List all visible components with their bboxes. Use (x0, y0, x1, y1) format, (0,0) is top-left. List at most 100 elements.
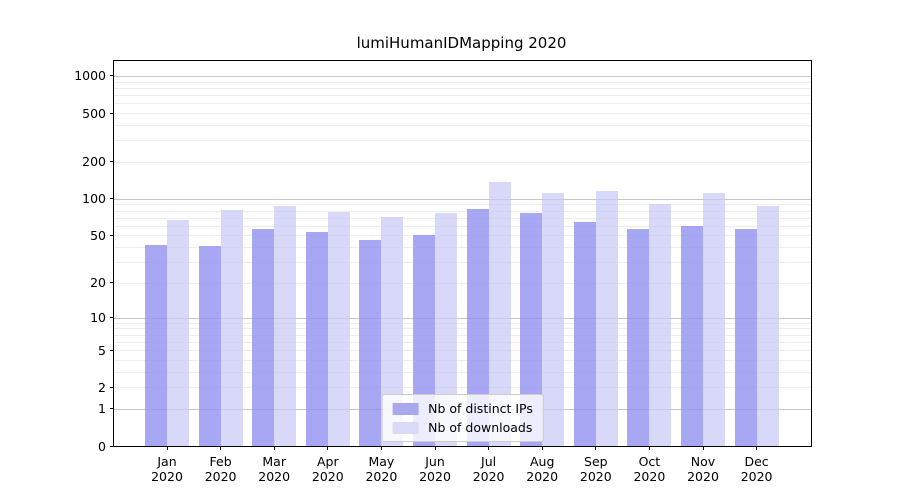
x-tick-mark (220, 446, 222, 450)
y-tick-label: 200 (82, 154, 106, 170)
minor-gridline (114, 262, 811, 264)
minor-gridline (114, 140, 811, 142)
x-tick-label: Mar 2020 (242, 454, 306, 484)
x-tick-label-year: 2020 (311, 469, 344, 484)
minor-gridline (114, 328, 811, 330)
x-tick-label-month: Feb (209, 454, 232, 469)
y-tick-mark (110, 198, 114, 200)
x-tick-mark (541, 446, 543, 450)
bar-distinct-ips-apr (305, 232, 328, 446)
x-tick-label: May 2020 (349, 454, 413, 484)
x-tick-label-year: 2020 (365, 469, 398, 484)
y-tick-label: 5 (98, 342, 106, 358)
bar-downloads-aug (542, 192, 565, 446)
bar-distinct-ips-oct (627, 229, 650, 446)
x-tick-label-month: Oct (638, 454, 661, 469)
x-tick-label-year: 2020 (633, 469, 666, 484)
minor-gridline (114, 204, 811, 206)
x-tick-mark (166, 446, 168, 450)
y-tick-mark (110, 408, 114, 410)
bar-distinct-ips-sep (573, 222, 596, 446)
minor-gridline (114, 350, 811, 351)
x-tick-label-year: 2020 (740, 469, 773, 484)
x-tick-label-month: Nov (690, 454, 716, 469)
x-tick-mark (648, 446, 650, 450)
y-tick-label: 500 (82, 105, 106, 121)
bar-downloads-oct (649, 203, 672, 446)
x-tick-label-month: Jun (425, 454, 445, 469)
y-tick-mark (110, 445, 114, 447)
y-tick-label: 0 (98, 438, 106, 454)
x-tick-mark (380, 446, 382, 450)
x-tick-label-month: Aug (529, 454, 555, 469)
x-tick-label-month: Sep (584, 454, 608, 469)
x-tick-label: Dec 2020 (725, 454, 789, 484)
y-tick-mark (110, 112, 114, 114)
x-tick-label-year: 2020 (151, 469, 183, 484)
y-tick-mark (110, 75, 114, 77)
y-tick-label: 1000 (74, 68, 106, 84)
y-tick-label: 20 (90, 275, 106, 291)
x-tick-label-year: 2020 (419, 469, 451, 484)
x-tick-label: Jul 2020 (457, 454, 521, 484)
y-tick-label: 1 (98, 401, 106, 417)
minor-gridline (114, 210, 811, 212)
x-tick-label: Oct 2020 (617, 454, 681, 484)
minor-gridline (114, 371, 811, 373)
x-tick-label-year: 2020 (526, 469, 559, 484)
bar-distinct-ips-mar (252, 228, 275, 446)
legend-item-downloads: Nb of downloads (392, 420, 533, 435)
minor-gridline (114, 341, 811, 343)
minor-gridline (114, 225, 811, 227)
bar-downloads-jan (167, 220, 189, 446)
x-tick-mark (327, 446, 329, 450)
x-tick-label-month: Mar (262, 454, 286, 469)
x-tick-mark (434, 446, 436, 450)
minor-gridline (114, 387, 811, 389)
chart-title: lumiHumanIDMapping 2020 (356, 34, 567, 52)
bar-distinct-ips-jul (466, 209, 489, 446)
legend-label-downloads: Nb of downloads (428, 420, 533, 435)
y-tick-mark (110, 317, 114, 319)
y-tick-mark (110, 234, 114, 236)
y-tick-label: 2 (98, 379, 106, 395)
x-tick-label-month: Jan (157, 454, 177, 469)
x-tick-label-month: Apr (316, 454, 339, 469)
minor-gridline (114, 322, 811, 324)
bar-downloads-jun (435, 212, 457, 446)
bar-downloads-nov (703, 192, 725, 446)
minor-gridline (114, 235, 811, 237)
legend-label-distinct-ips: Nb of distinct IPs (428, 401, 533, 416)
x-tick-label: Apr 2020 (296, 454, 360, 484)
minor-gridline (114, 124, 811, 126)
x-tick-mark (702, 446, 704, 450)
legend: Nb of distinct IPs Nb of downloads (381, 394, 544, 442)
bar-distinct-ips-aug (520, 212, 543, 446)
y-tick-mark (110, 282, 114, 284)
minor-gridline (114, 87, 811, 89)
x-tick-label: Jun 2020 (403, 454, 467, 484)
bar-downloads-sep (595, 190, 618, 446)
bar-distinct-ips-feb (198, 245, 221, 446)
bar-downloads-dec (756, 206, 779, 446)
minor-gridline (114, 81, 811, 83)
bar-distinct-ips-jun (413, 235, 435, 446)
x-tick-label-year: 2020 (579, 469, 612, 484)
minor-gridline (114, 247, 811, 249)
bar-downloads-jul (488, 182, 511, 446)
legend-swatch-distinct-ips (392, 402, 419, 415)
minor-gridline (114, 334, 811, 336)
y-tick-label: 50 (90, 227, 106, 243)
y-tick-mark (110, 386, 114, 388)
x-tick-label-year: 2020 (687, 469, 719, 484)
minor-gridline (114, 282, 811, 284)
bar-downloads-apr (327, 212, 350, 446)
x-tick-label-year: 2020 (472, 469, 505, 484)
x-tick-mark (595, 446, 597, 450)
x-tick-label-month: Jul (481, 454, 497, 469)
x-tick-label: Aug 2020 (510, 454, 574, 484)
x-tick-label-year: 2020 (204, 469, 237, 484)
x-tick-label: Feb 2020 (189, 454, 253, 484)
x-tick-mark (273, 446, 275, 450)
y-tick-mark (110, 161, 114, 163)
